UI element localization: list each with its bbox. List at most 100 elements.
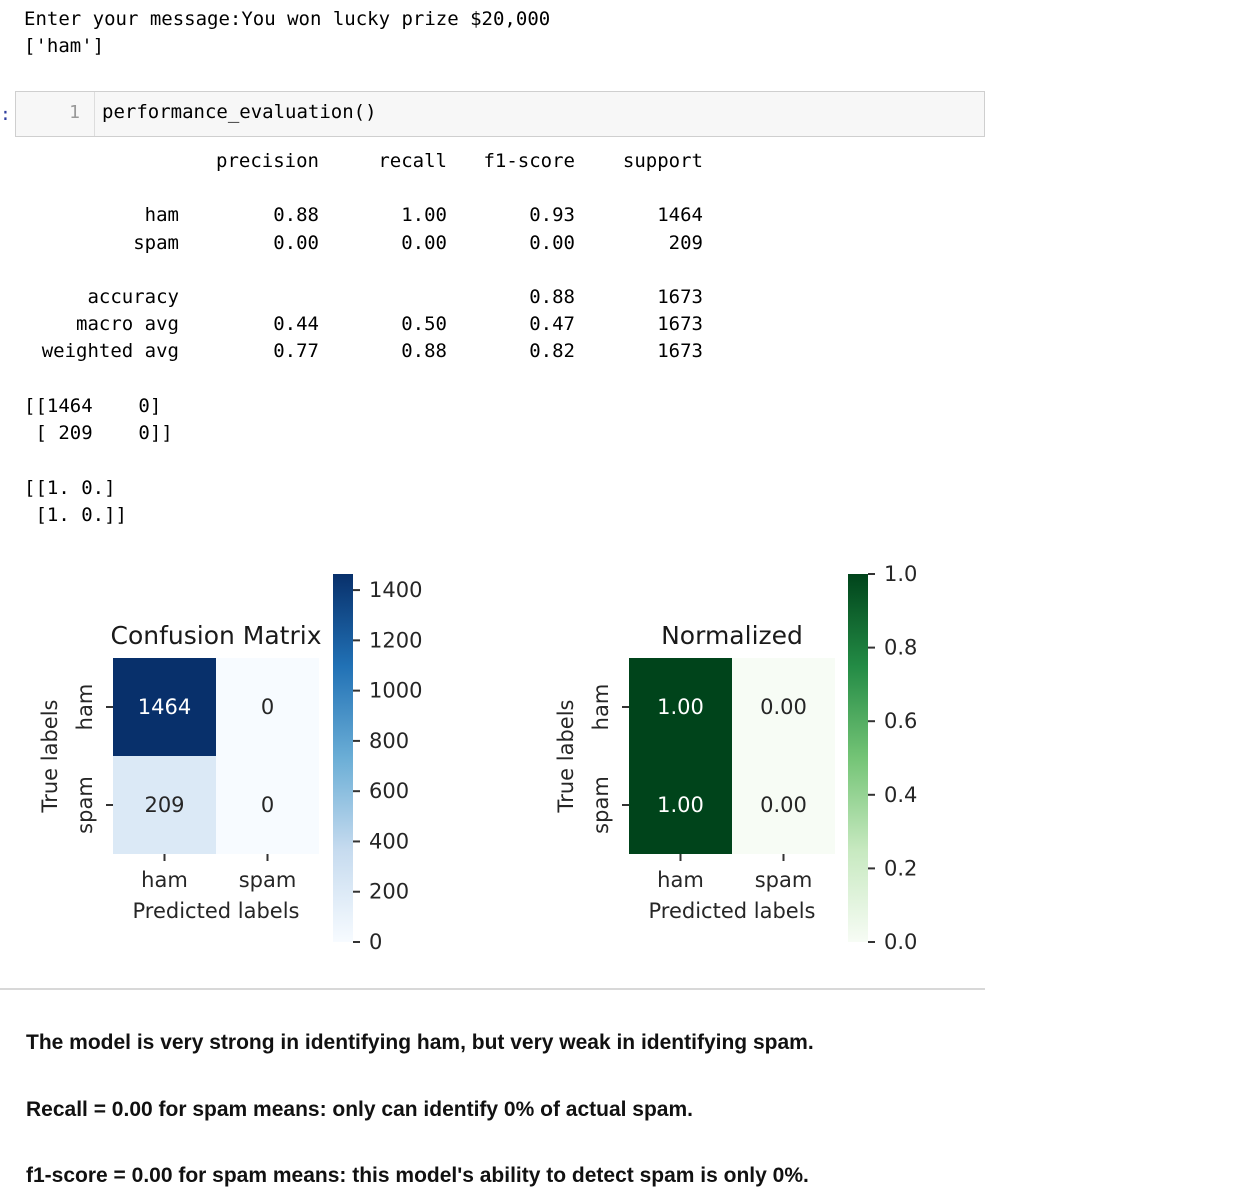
colorbar-tick-label: 0.8 — [884, 636, 917, 660]
cell-f1: 0.47 — [529, 313, 575, 336]
colorbar-tick-label: 1.0 — [884, 562, 917, 586]
classification-report: precision recall f1-score support ham 0.… — [24, 148, 703, 366]
colorbar — [333, 574, 353, 942]
row-label: ham — [144, 204, 179, 227]
report-row: spam 0.00 0.00 0.00 209 — [24, 230, 703, 257]
array-line: [[1464 0] — [24, 395, 162, 417]
colorbar-tick-label: 0 — [369, 930, 382, 954]
normalized-matrix-array: [[1. 0.] [1. 0.]] — [24, 475, 127, 529]
report-spacer — [24, 257, 70, 284]
row-label: weighted avg — [41, 340, 179, 363]
array-line: [[1. 0.] — [24, 477, 116, 499]
chart-title: Confusion Matrix — [110, 621, 321, 650]
cell-divider — [0, 988, 985, 990]
colorbar-tick-label: 800 — [369, 729, 409, 753]
cell-annotation: 0.00 — [760, 793, 807, 817]
x-axis-label: Predicted labels — [133, 899, 300, 923]
row-label: spam — [133, 231, 179, 254]
confusion-matrix-array: [[1464 0] [ 209 0]] — [24, 393, 173, 447]
header-recall: recall — [378, 150, 447, 172]
x-tick-label: ham — [657, 868, 704, 892]
normalized-heatmap: 1.00 0.00 1.00 0.00 Normalized ham spam Predict… — [554, 562, 917, 954]
x-tick-label: spam — [755, 868, 813, 892]
heatmap-cell — [216, 756, 319, 854]
row-label: macro avg — [76, 313, 179, 336]
colorbar-tick-label: 1200 — [369, 628, 422, 652]
cell-annotation: 1.00 — [657, 793, 704, 817]
cell-f1: 0.88 — [529, 285, 575, 308]
colorbar-tick-label: 400 — [369, 829, 409, 853]
array-line: [ 209 0]] — [24, 422, 173, 444]
report-row: accuracy 0.88 1673 — [24, 284, 703, 311]
markdown-line: Recall = 0.00 for spam means: only can i… — [26, 1098, 693, 1121]
code-cell[interactable]: 1 performance_evaluation() — [15, 91, 985, 137]
cell-recall: 0.88 — [401, 340, 447, 363]
cell-support: 209 — [668, 231, 703, 254]
cell-precision: 0.44 — [273, 313, 319, 336]
report-spacer — [24, 175, 70, 202]
cell-precision: 0.88 — [273, 204, 319, 227]
line-number: 1 — [69, 102, 80, 123]
code-editor[interactable]: performance_evaluation() — [102, 101, 377, 123]
markdown-line: f1-score = 0.00 for spam means: this mod… — [26, 1164, 809, 1187]
cell-support: 1673 — [657, 313, 703, 336]
x-tick-label: spam — [239, 868, 297, 892]
cell-f1: 0.82 — [529, 340, 575, 363]
cell-precision: 0.00 — [273, 231, 319, 254]
y-axis-label: True labels — [554, 699, 578, 813]
input-echo-line: Enter your message:You won lucky prize $… — [24, 8, 551, 30]
cell-support: 1673 — [657, 285, 703, 308]
colorbar-tick-label: 1400 — [369, 578, 422, 602]
colorbar-tick-label: 600 — [369, 779, 409, 803]
cell-precision: 0.77 — [273, 340, 319, 363]
colorbar — [848, 574, 868, 942]
report-header-row: precision recall f1-score support — [24, 148, 703, 175]
cell-support: 1464 — [657, 204, 703, 227]
colorbar-tick-label: 0.0 — [884, 930, 917, 954]
cell-f1: 0.93 — [529, 204, 575, 227]
chart-title: Normalized — [661, 621, 803, 650]
cell-annotation: 0.00 — [760, 695, 807, 719]
cell-annotation: 1464 — [138, 695, 191, 719]
cell-annotation: 1.00 — [657, 695, 704, 719]
heatmap-cell — [113, 658, 216, 756]
report-row: weighted avg 0.77 0.88 0.82 1673 — [24, 338, 703, 365]
header-f1-score: f1-score — [483, 150, 575, 172]
y-tick-label: ham — [589, 684, 613, 731]
colorbar-tick-label: 0.4 — [884, 783, 917, 807]
y-tick-label: spam — [73, 776, 97, 834]
heatmap-figure: 1464 0 209 0 Confusion Matrix ham spam Predicte… — [38, 562, 917, 954]
heatmap-cell — [629, 658, 732, 756]
colorbar-tick-label: 200 — [369, 880, 409, 904]
y-tick-label: ham — [73, 684, 97, 731]
cell-annotation: 209 — [144, 793, 184, 817]
y-tick-label: spam — [589, 776, 613, 834]
cell-annotation: 0 — [261, 793, 274, 817]
cell-prompt: : — [0, 104, 11, 125]
cell-f1: 0.00 — [529, 231, 575, 254]
header-precision: precision — [216, 150, 319, 172]
array-line: [1. 0.]] — [24, 504, 127, 526]
heatmap-cell — [732, 756, 835, 854]
cell-recall: 0.50 — [401, 313, 447, 336]
heatmap-cell — [629, 756, 732, 854]
heatmap-cell — [732, 658, 835, 756]
stdout-output: Enter your message:You won lucky prize $… — [24, 6, 550, 60]
colorbar-tick-label: 0.2 — [884, 856, 917, 880]
cell-annotation: 0 — [261, 695, 274, 719]
cell-recall: 1.00 — [401, 204, 447, 227]
x-tick-label: ham — [141, 868, 188, 892]
y-axis-label: True labels — [38, 699, 62, 813]
line-gutter: 1 — [16, 92, 95, 136]
colorbar-tick-label: 0.6 — [884, 709, 917, 733]
colorbar-tick-label: 1000 — [369, 679, 422, 703]
prediction-result: ['ham'] — [24, 35, 105, 57]
header-support: support — [622, 150, 703, 172]
markdown-line: The model is very strong in identifying … — [26, 1031, 814, 1054]
report-row: ham 0.88 1.00 0.93 1464 — [24, 202, 703, 229]
heatmap-cell — [216, 658, 319, 756]
cell-recall: 0.00 — [401, 231, 447, 254]
row-label: accuracy — [87, 285, 179, 308]
heatmap-cell — [113, 756, 216, 854]
report-row: macro avg 0.44 0.50 0.47 1673 — [24, 311, 703, 338]
